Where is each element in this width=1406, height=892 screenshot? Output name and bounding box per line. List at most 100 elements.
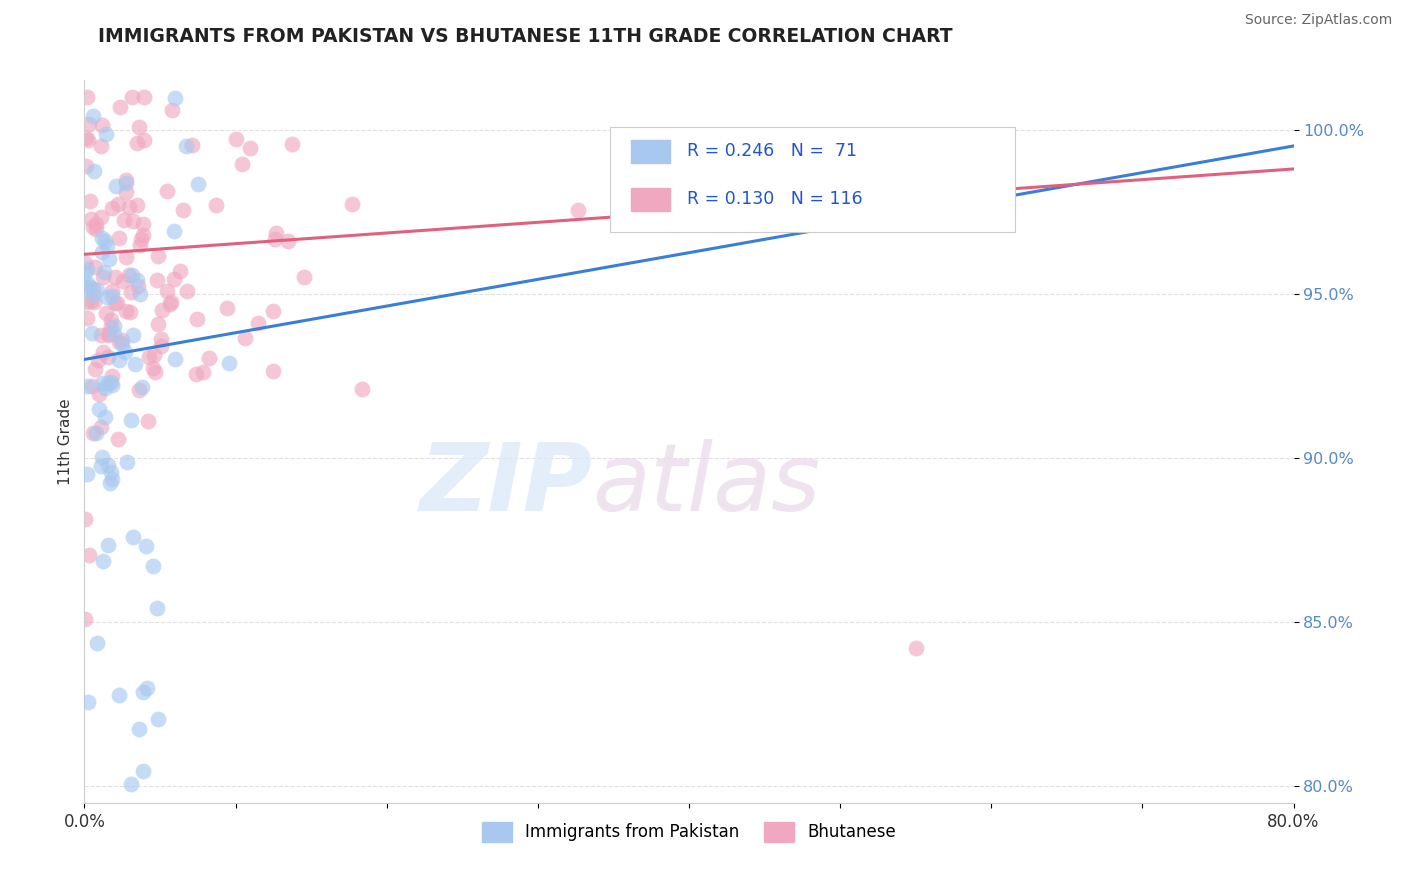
Point (131, 232, 153, 246)
Point (225, 132, 247, 146)
Point (91, 270, 114, 285)
Point (135, 681, 157, 696)
Point (121, 268, 143, 282)
Point (96, 128, 118, 142)
Point (90, 210, 112, 224)
Text: ZIP: ZIP (419, 439, 592, 531)
Point (143, 365, 166, 379)
Point (340, 197, 363, 211)
Point (264, 232, 287, 246)
Point (146, 712, 169, 726)
Point (79, 194, 101, 209)
Point (82, 425, 104, 440)
Point (281, 137, 304, 152)
Point (91, 344, 114, 359)
Point (76, 295, 98, 310)
Point (120, 413, 142, 427)
Point (233, 331, 256, 345)
Point (114, 345, 136, 359)
Point (75, 280, 97, 294)
Point (97, 328, 120, 343)
Point (103, 318, 125, 333)
Point (96, 289, 118, 303)
Point (128, 286, 150, 301)
Y-axis label: 11th Grade: 11th Grade (58, 398, 73, 485)
Point (122, 530, 145, 544)
Point (156, 184, 179, 198)
Point (165, 91, 187, 105)
Point (93, 265, 115, 279)
Text: R = 0.246   N =  71: R = 0.246 N = 71 (686, 142, 856, 160)
Point (75, 256, 97, 270)
Point (567, 202, 589, 217)
Point (114, 303, 136, 318)
Point (90, 419, 112, 434)
Point (121, 89, 143, 103)
Point (76, 311, 98, 326)
Point (125, 198, 148, 212)
Point (77, 132, 100, 146)
Point (98, 476, 121, 491)
Point (187, 178, 209, 192)
Point (172, 202, 194, 217)
Point (143, 348, 166, 362)
Point (169, 264, 191, 278)
Point (90, 458, 112, 473)
Point (132, 217, 155, 231)
Point (90, 376, 112, 390)
Point (82, 219, 104, 234)
Point (128, 722, 150, 736)
Point (217, 301, 239, 315)
Point (77, 548, 100, 562)
Point (97, 252, 120, 267)
Point (76, 262, 98, 277)
Point (96, 326, 118, 341)
Point (77, 696, 100, 710)
Point (93, 234, 115, 248)
Point (118, 200, 141, 214)
Point (127, 278, 149, 293)
Point (146, 317, 169, 331)
Point (82, 282, 104, 296)
Point (94, 409, 117, 424)
Point (75, 130, 97, 145)
Point (138, 350, 160, 364)
Bar (631, 188, 669, 211)
Point (114, 251, 136, 265)
Point (111, 333, 134, 347)
Text: R = 0.130   N = 116: R = 0.130 N = 116 (686, 191, 862, 209)
Point (96, 238, 118, 252)
Point (108, 231, 131, 245)
Point (112, 274, 135, 288)
Point (76, 467, 98, 481)
Point (100, 465, 122, 479)
Point (90, 450, 112, 464)
Point (146, 600, 169, 615)
Point (76, 379, 98, 393)
Point (121, 214, 143, 228)
Point (75, 266, 97, 280)
Point (218, 356, 240, 370)
Point (231, 157, 253, 171)
Point (145, 273, 167, 287)
Point (108, 352, 131, 367)
Point (101, 368, 124, 383)
Point (82, 378, 104, 392)
Point (77, 277, 100, 292)
Point (84, 218, 107, 232)
Point (132, 764, 155, 778)
Point (100, 201, 122, 215)
Point (142, 360, 165, 375)
Point (104, 270, 127, 285)
Point (84, 260, 107, 275)
Point (86, 636, 108, 650)
Text: atlas: atlas (592, 440, 821, 531)
Point (75, 612, 97, 626)
Point (135, 539, 157, 553)
Point (107, 335, 129, 350)
Point (163, 351, 186, 366)
Point (159, 297, 181, 311)
Point (107, 432, 129, 446)
Point (105, 296, 128, 310)
Point (114, 185, 136, 199)
